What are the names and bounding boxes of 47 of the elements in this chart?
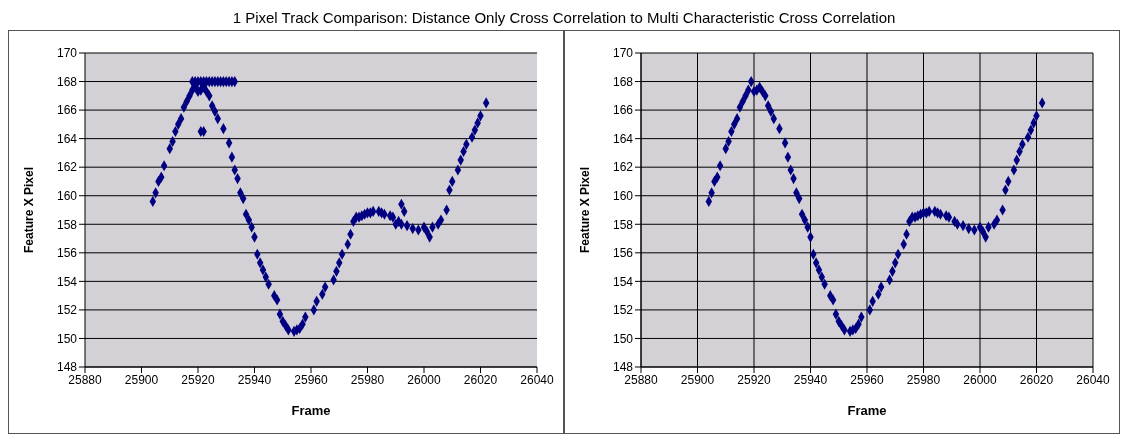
x-axis-title: Frame xyxy=(291,403,331,418)
y-tick-label: 160 xyxy=(612,188,634,203)
y-tick-label: 168 xyxy=(612,74,634,89)
y-tick-label: 154 xyxy=(612,274,634,289)
y-tick-label: 154 xyxy=(56,274,78,289)
y-tick-label: 162 xyxy=(612,160,634,175)
chart-title: 1 Pixel Track Comparison: Distance Only Cross Correlation to Multi Characteristic Cross Correlation xyxy=(231,8,897,28)
y-tick-label: 158 xyxy=(612,217,634,232)
x-tick-label: 25980 xyxy=(906,372,941,387)
x-tick-label: 26040 xyxy=(520,372,555,387)
x-tick-label: 25980 xyxy=(350,372,385,387)
y-tick-label: 156 xyxy=(612,246,634,261)
x-axis-title: Frame xyxy=(847,403,887,418)
x-tick-label: 25940 xyxy=(793,372,828,387)
x-tick-label: 25940 xyxy=(237,372,272,387)
x-tick-label: 26000 xyxy=(963,372,998,387)
y-axis-title: Feature X Pixel xyxy=(22,166,37,254)
x-tick-label: 25920 xyxy=(181,372,216,387)
y-tick-label: 148 xyxy=(56,360,78,375)
x-tick-label: 25920 xyxy=(737,372,772,387)
y-tick-label: 152 xyxy=(56,303,78,318)
y-tick-label: 166 xyxy=(56,103,78,118)
y-tick-label: 164 xyxy=(56,131,78,146)
x-tick-label: 26000 xyxy=(407,372,442,387)
x-tick-label: 26020 xyxy=(1019,372,1054,387)
x-tick-label: 25900 xyxy=(124,372,159,387)
x-tick-label: 25880 xyxy=(624,372,659,387)
y-tick-label: 150 xyxy=(56,331,78,346)
y-axis-title: Feature X Pixel xyxy=(578,166,593,254)
x-tick-label: 25960 xyxy=(294,372,329,387)
y-tick-label: 168 xyxy=(56,74,78,89)
y-tick-label: 170 xyxy=(56,46,78,61)
y-tick-label: 162 xyxy=(56,160,78,175)
x-tick-label: 25900 xyxy=(680,372,715,387)
x-tick-label: 25880 xyxy=(68,372,103,387)
y-tick-label: 152 xyxy=(612,303,634,318)
y-tick-label: 150 xyxy=(612,331,634,346)
y-tick-label: 158 xyxy=(56,217,78,232)
y-tick-label: 156 xyxy=(56,246,78,261)
y-tick-label: 166 xyxy=(612,103,634,118)
x-tick-label: 26040 xyxy=(1076,372,1111,387)
y-tick-label: 160 xyxy=(56,188,78,203)
x-tick-label: 25960 xyxy=(850,372,885,387)
y-tick-label: 164 xyxy=(612,131,634,146)
x-tick-label: 26020 xyxy=(463,372,498,387)
y-tick-label: 148 xyxy=(612,360,634,375)
y-tick-label: 170 xyxy=(612,46,634,61)
